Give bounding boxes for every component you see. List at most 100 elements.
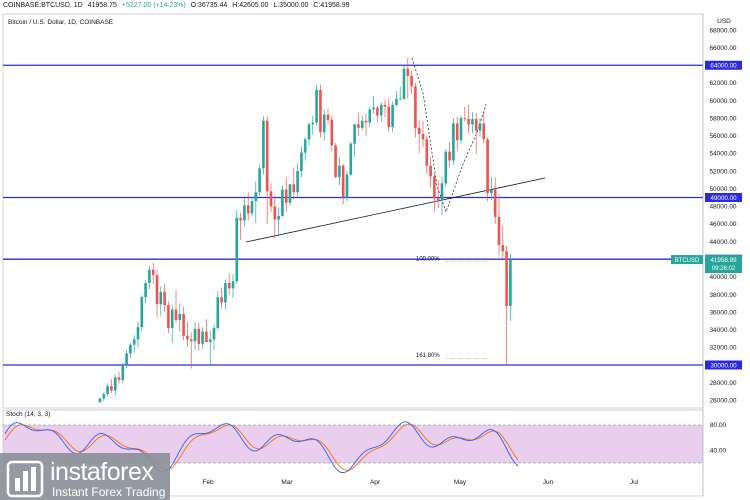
candle [284, 177, 288, 212]
candle-body [205, 331, 208, 343]
candle [303, 136, 307, 161]
candle-body [395, 98, 398, 105]
candle [368, 106, 372, 127]
candle [398, 86, 402, 101]
stoch-pane: 80.00 40.00 [0, 421, 727, 500]
candle [436, 179, 440, 209]
candle [444, 149, 448, 187]
wave-path [411, 57, 487, 214]
candle [319, 84, 322, 138]
candle-body [273, 206, 277, 220]
y-tick-label: 44000.00 [709, 239, 736, 246]
candle [353, 124, 356, 157]
candle-body [277, 216, 280, 220]
candle [349, 141, 353, 177]
candle-body [448, 151, 451, 161]
candle [315, 84, 318, 126]
candle [246, 192, 250, 221]
change-value: +5227.00 (+14.23%) [121, 2, 186, 9]
candle-body [106, 386, 109, 395]
candle-body [189, 339, 193, 342]
candle [258, 164, 261, 196]
candle-body [315, 89, 318, 123]
candle [459, 115, 463, 144]
candle-body [421, 134, 425, 140]
candle-body [140, 297, 144, 328]
y-tick-label: 66000.00 [709, 45, 736, 52]
stoch-label: Stoch (14, 3, 3) [6, 411, 51, 418]
stoch-k-line [4, 421, 519, 473]
candle [402, 66, 406, 101]
candle-body [216, 297, 220, 328]
candle-body [231, 281, 235, 289]
candle [186, 321, 189, 347]
candle [345, 171, 349, 202]
candle-body [376, 107, 379, 116]
candle [455, 116, 459, 151]
candle [417, 120, 421, 154]
candle-body [129, 344, 132, 354]
candle-body [163, 291, 166, 306]
level-tag [705, 193, 742, 202]
candle [478, 118, 482, 137]
stoch-d-line [4, 423, 519, 471]
candle-body [391, 104, 394, 127]
candle-body [258, 168, 261, 193]
candle-body [155, 275, 159, 305]
candle [414, 82, 417, 138]
candle [216, 290, 220, 330]
candle [288, 184, 292, 206]
candle [406, 58, 410, 99]
candle [231, 274, 235, 298]
candle-body [227, 283, 231, 289]
candle-body [414, 86, 417, 128]
candle [178, 303, 182, 332]
candle-body [486, 139, 489, 194]
candle [292, 167, 296, 200]
time-axis[interactable]: Feb Mar Apr May Jun Jul [202, 479, 638, 486]
candle-body [360, 120, 364, 128]
close-value: C:41958.99 [313, 2, 350, 9]
candle-body [144, 283, 147, 298]
candle [117, 372, 121, 384]
y-tick-label: 36000.00 [709, 309, 736, 316]
candle [243, 198, 246, 227]
y-tick-label: 46000.00 [709, 221, 736, 228]
candle-body [410, 75, 413, 87]
candle-body [125, 353, 128, 366]
candle [205, 319, 208, 343]
candle-body [262, 120, 265, 169]
candle [144, 280, 147, 304]
candle [429, 156, 432, 188]
currency-label: USD [717, 18, 731, 25]
candle [296, 163, 299, 197]
candle-body [288, 184, 292, 203]
candle [197, 322, 201, 351]
candle-body [132, 339, 136, 345]
candle-body [444, 151, 448, 184]
candle-body [121, 365, 125, 380]
logo-brand: instaforex [50, 458, 154, 486]
y-tick-label: 32000.00 [709, 345, 736, 352]
candle-body [440, 183, 444, 201]
candle-body [178, 313, 182, 321]
candle [132, 335, 136, 353]
candle [227, 273, 231, 295]
candle-body [341, 165, 345, 198]
candle-body [322, 114, 326, 133]
candle [425, 135, 429, 174]
last-price-text: 41958.99 [710, 257, 737, 264]
candle-body [368, 109, 372, 123]
candle-body [102, 394, 106, 399]
candle-body [455, 123, 459, 141]
last-value: 41958.75 [87, 2, 117, 9]
candle-body [319, 89, 322, 133]
candle-body [151, 269, 155, 276]
high-value: H:42605.00 [232, 2, 269, 9]
candle-body [474, 119, 478, 131]
candle [262, 116, 265, 175]
candle [326, 108, 330, 125]
candle-body [170, 309, 174, 328]
candle-body [387, 106, 391, 127]
symbol-header: COINBASE:BTCUSD, 1D 41958.75 +5227.00 (+… [3, 2, 353, 9]
